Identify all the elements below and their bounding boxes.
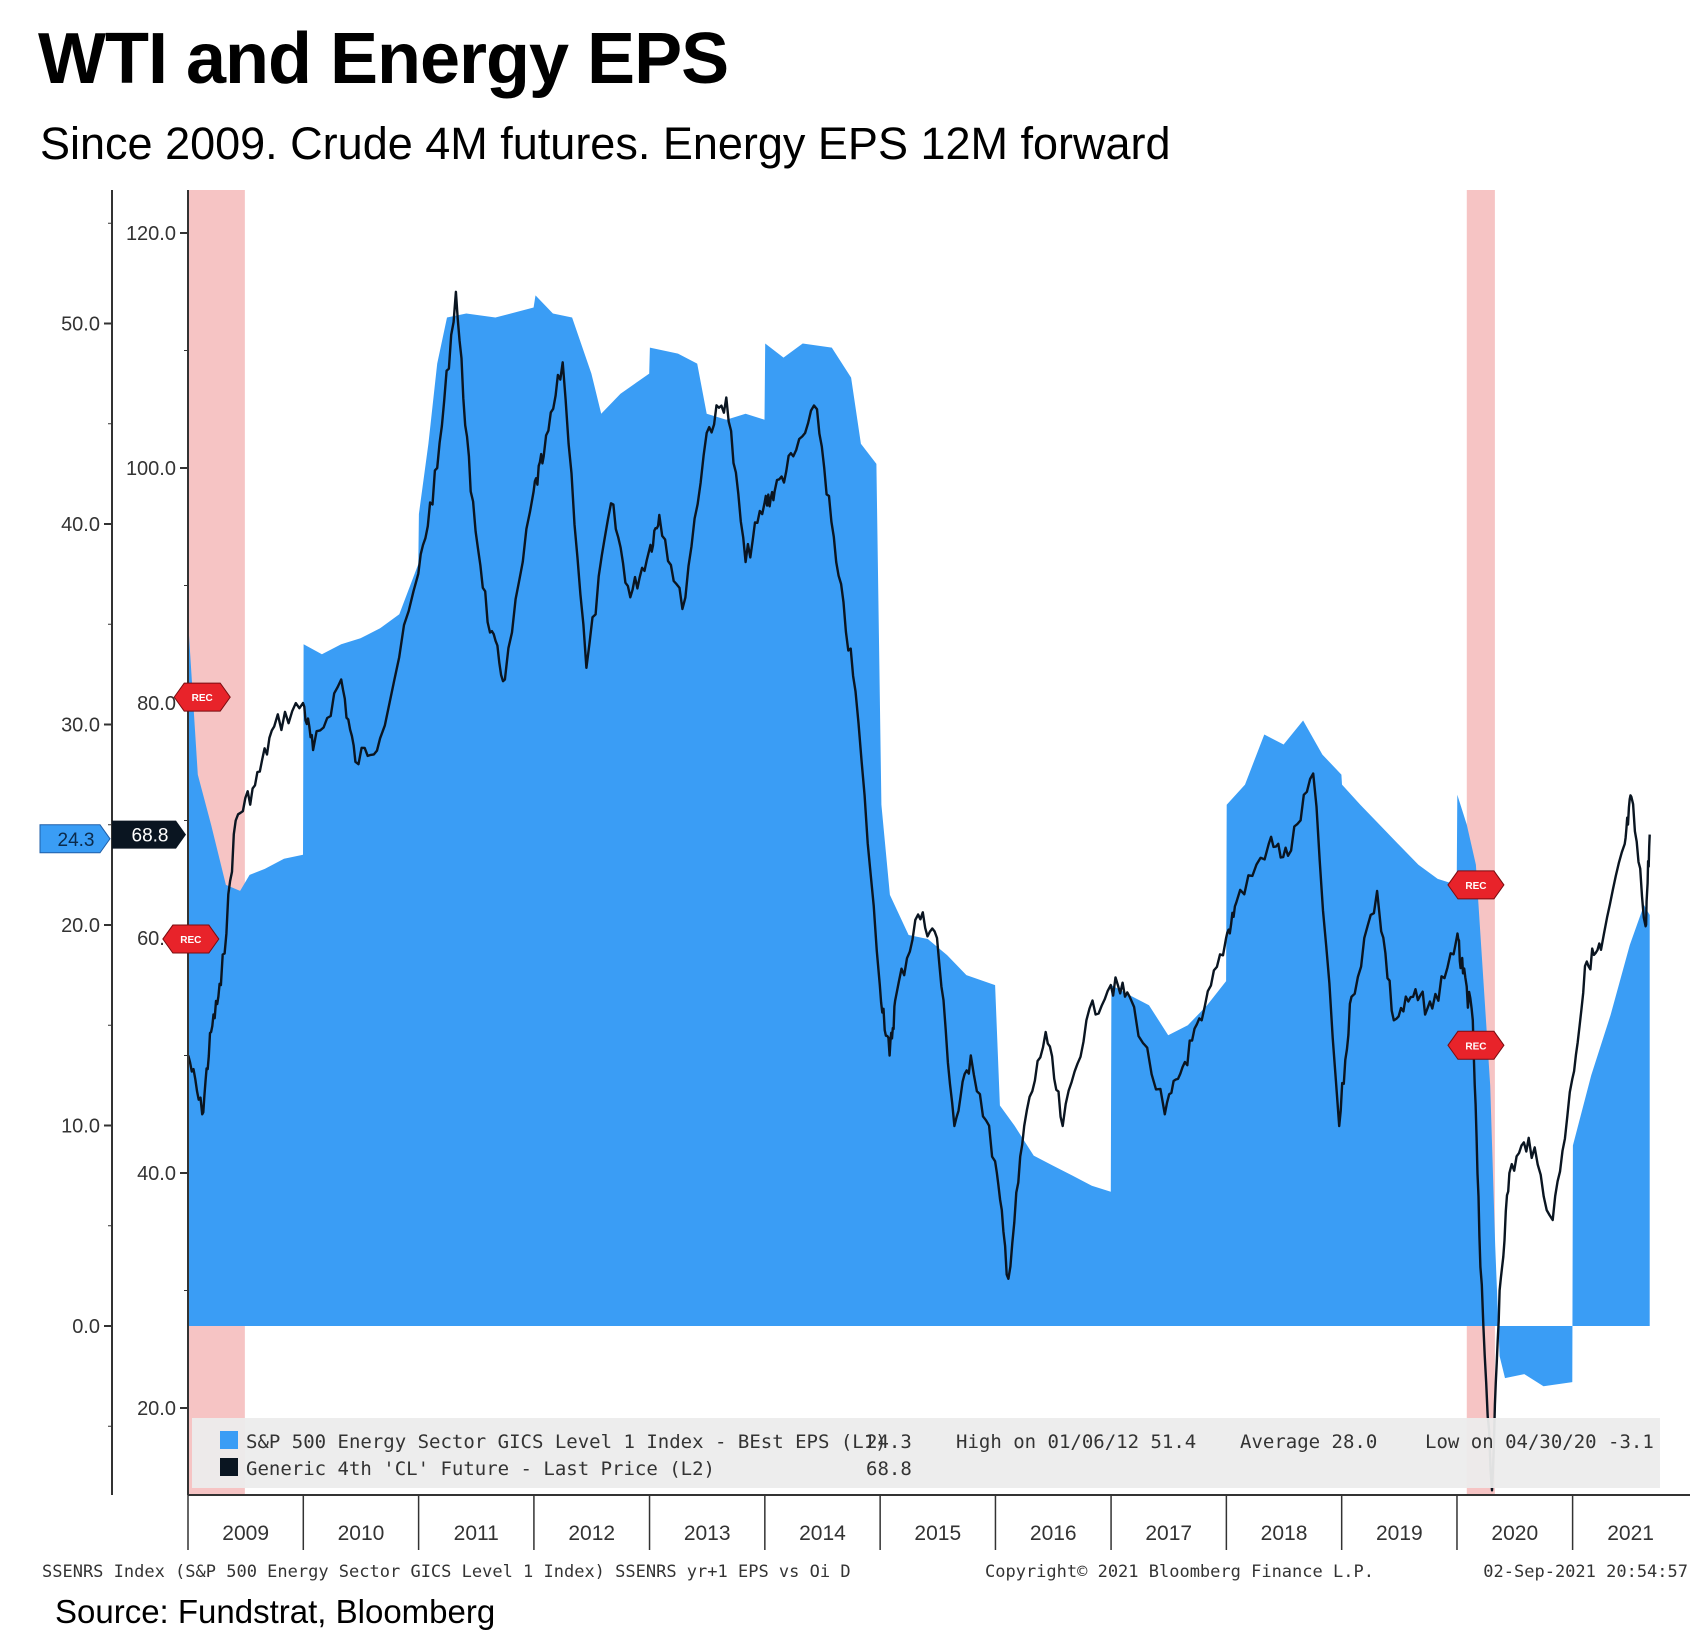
right-tick-label: 20.0 <box>137 1398 176 1420</box>
chart-footer: SSENRS Index (S&P 500 Energy Sector GICS… <box>42 1562 1688 1582</box>
rec-tag-shape <box>1447 1030 1505 1060</box>
rec-tag-shape <box>1447 870 1505 900</box>
left-tick-label: 50.0 <box>61 314 100 336</box>
left-tick-label: 20.0 <box>61 915 100 937</box>
wti-series <box>187 290 1651 1492</box>
left-tick-label: 30.0 <box>61 715 100 737</box>
legend-wti-value: 68.8 <box>866 1458 912 1480</box>
eps-current-value: 24.3 <box>58 830 95 851</box>
right-tick-label: 40.0 <box>137 1163 176 1185</box>
legend: S&P 500 Energy Sector GICS Level 1 Index… <box>192 1418 1660 1488</box>
left-tick-label: 0.0 <box>72 1316 100 1338</box>
rec-tag-4: REC <box>1447 1030 1505 1060</box>
rec-tag-label: REC <box>1465 881 1486 892</box>
rec-tag-label: REC <box>192 693 213 704</box>
eps-series <box>188 295 1650 1387</box>
eps-area <box>188 295 1650 1387</box>
x-tick-label: 2021 <box>1607 1522 1654 1545</box>
footer-left: SSENRS Index (S&P 500 Energy Sector GICS… <box>42 1562 851 1582</box>
legend-box <box>192 1418 1660 1488</box>
right-tick-label: 100.0 <box>126 458 176 480</box>
chart-subtitle: Since 2009. Crude 4M futures. Energy EPS… <box>40 118 1171 169</box>
legend-wti-name: Generic 4th 'CL' Future - Last Price (L2… <box>246 1458 715 1480</box>
legend-eps-average: Average 28.0 <box>1240 1431 1377 1453</box>
x-tick-label: 2016 <box>1030 1522 1077 1545</box>
footer-timestamp: 02-Sep-2021 20:54:57 <box>1483 1562 1688 1582</box>
legend-eps-name: S&P 500 Energy Sector GICS Level 1 Index… <box>246 1431 887 1453</box>
legend-eps-high: High on 01/06/12 51.4 <box>956 1431 1196 1453</box>
chart-title: WTI and Energy EPS <box>38 19 729 99</box>
wti-current-value: 68.8 <box>132 826 169 847</box>
x-tick-label: 2014 <box>799 1522 846 1545</box>
rec-tag-1: REC <box>173 682 231 712</box>
rec-tag-label: REC <box>180 935 201 946</box>
rec-tag-shape <box>173 682 231 712</box>
rec-tag-2: REC <box>162 924 220 954</box>
wti-line <box>187 290 1651 1492</box>
x-tick-label: 2009 <box>222 1522 269 1545</box>
left-tick-label: 40.0 <box>61 514 100 536</box>
right-tick-label: 120.0 <box>126 223 176 245</box>
source-note: Source: Fundstrat, Bloomberg <box>55 1593 496 1630</box>
recession-tags: REC REC REC REC <box>162 682 1505 1060</box>
x-tick-label: 2019 <box>1376 1522 1423 1545</box>
x-tick-label: 2020 <box>1491 1522 1538 1545</box>
x-tick-label: 2018 <box>1261 1522 1308 1545</box>
legend-eps-low: Low on 04/30/20 -3.1 <box>1425 1431 1654 1453</box>
x-tick-label: 2011 <box>454 1522 499 1545</box>
rec-tag-shape <box>162 924 220 954</box>
right-tick-label: 80.0 <box>137 693 176 715</box>
rec-tag-label: REC <box>1465 1041 1486 1052</box>
footer-copyright: Copyright© 2021 Bloomberg Finance L.P. <box>985 1562 1374 1582</box>
legend-swatch-eps <box>220 1431 238 1449</box>
rec-tag-3: REC <box>1447 870 1505 900</box>
eps-current-tag <box>39 824 111 854</box>
legend-eps-value: 24.3 <box>866 1431 912 1453</box>
x-tick-label: 2012 <box>568 1522 615 1545</box>
legend-swatch-wti <box>220 1458 238 1476</box>
wti-current-tag <box>112 820 186 849</box>
x-tick-label: 2017 <box>1145 1522 1192 1545</box>
left-tick-label: 10.0 <box>61 1116 100 1138</box>
x-tick-label: 2010 <box>338 1522 385 1545</box>
axes: 50.040.030.020.010.00.0120.0100.080.060.… <box>39 190 1690 1550</box>
x-tick-label: 2013 <box>684 1522 731 1545</box>
x-tick-label: 2015 <box>914 1522 961 1545</box>
